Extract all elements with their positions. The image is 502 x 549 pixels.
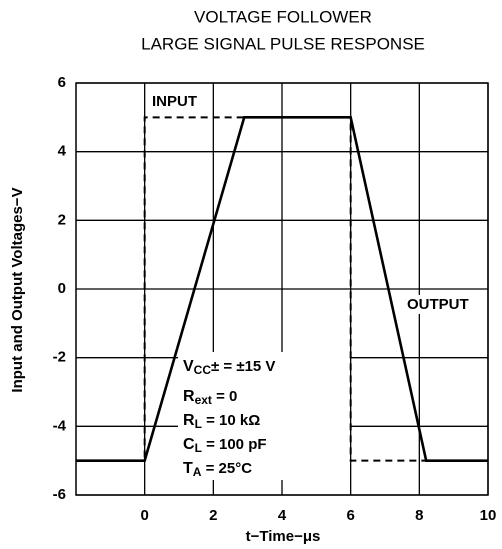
condition: VCC± = ±15 V	[183, 358, 275, 377]
series-label: OUTPUT	[407, 296, 469, 313]
y-tick-label: -6	[53, 486, 66, 503]
condition-value: = 0	[212, 388, 237, 405]
series-label-background	[404, 294, 472, 314]
series-label-background	[149, 91, 200, 111]
condition-value: = 100 pF	[202, 436, 267, 453]
x-tick-label: 4	[278, 507, 287, 524]
condition: CL = 100 pF	[183, 436, 267, 455]
condition-value: = 10 kΩ	[202, 412, 260, 429]
y-tick-label: -2	[53, 349, 66, 366]
x-tick-label: 2	[209, 507, 217, 524]
condition-symbol: R	[183, 412, 195, 429]
series-line	[76, 116, 488, 462]
y-axis-label: Input and Output Voltages−V	[9, 187, 26, 392]
condition-subscript: L	[195, 441, 202, 455]
series-line	[76, 116, 488, 462]
condition: TA = 25°C	[183, 460, 252, 479]
y-tick-label: 0	[58, 280, 66, 297]
condition-symbol: V	[183, 358, 194, 375]
y-tick-label: 2	[58, 211, 66, 228]
plot-frame	[75, 82, 489, 496]
x-axis-label: t−Time−μs	[246, 528, 321, 545]
chart-title: VOLTAGE FOLLOWER	[194, 7, 372, 26]
x-tick-label: 10	[480, 507, 497, 524]
condition-subscript: CC	[194, 363, 212, 377]
condition: RL = 10 kΩ	[183, 412, 260, 431]
y-tick-label: -4	[53, 417, 67, 434]
x-tick-label: 6	[346, 507, 354, 524]
y-tick-label: 6	[58, 74, 66, 91]
condition: Rext = 0	[183, 388, 237, 407]
condition-subscript: ext	[195, 393, 212, 407]
condition-value: = 25°C	[201, 460, 252, 477]
condition-subscript: A	[193, 465, 202, 479]
series-label: INPUT	[152, 93, 197, 110]
x-tick-label: 8	[415, 507, 423, 524]
chart-subtitle: LARGE SIGNAL PULSE RESPONSE	[141, 34, 425, 53]
x-tick-label: 0	[140, 507, 148, 524]
condition-symbol: C	[183, 436, 195, 453]
condition-value: ± = ±15 V	[211, 358, 275, 375]
y-tick-label: 4	[58, 143, 67, 160]
condition-subscript: L	[195, 417, 202, 431]
condition-symbol: T	[183, 460, 193, 477]
conditions-background	[178, 352, 350, 480]
condition-symbol: R	[183, 388, 195, 405]
